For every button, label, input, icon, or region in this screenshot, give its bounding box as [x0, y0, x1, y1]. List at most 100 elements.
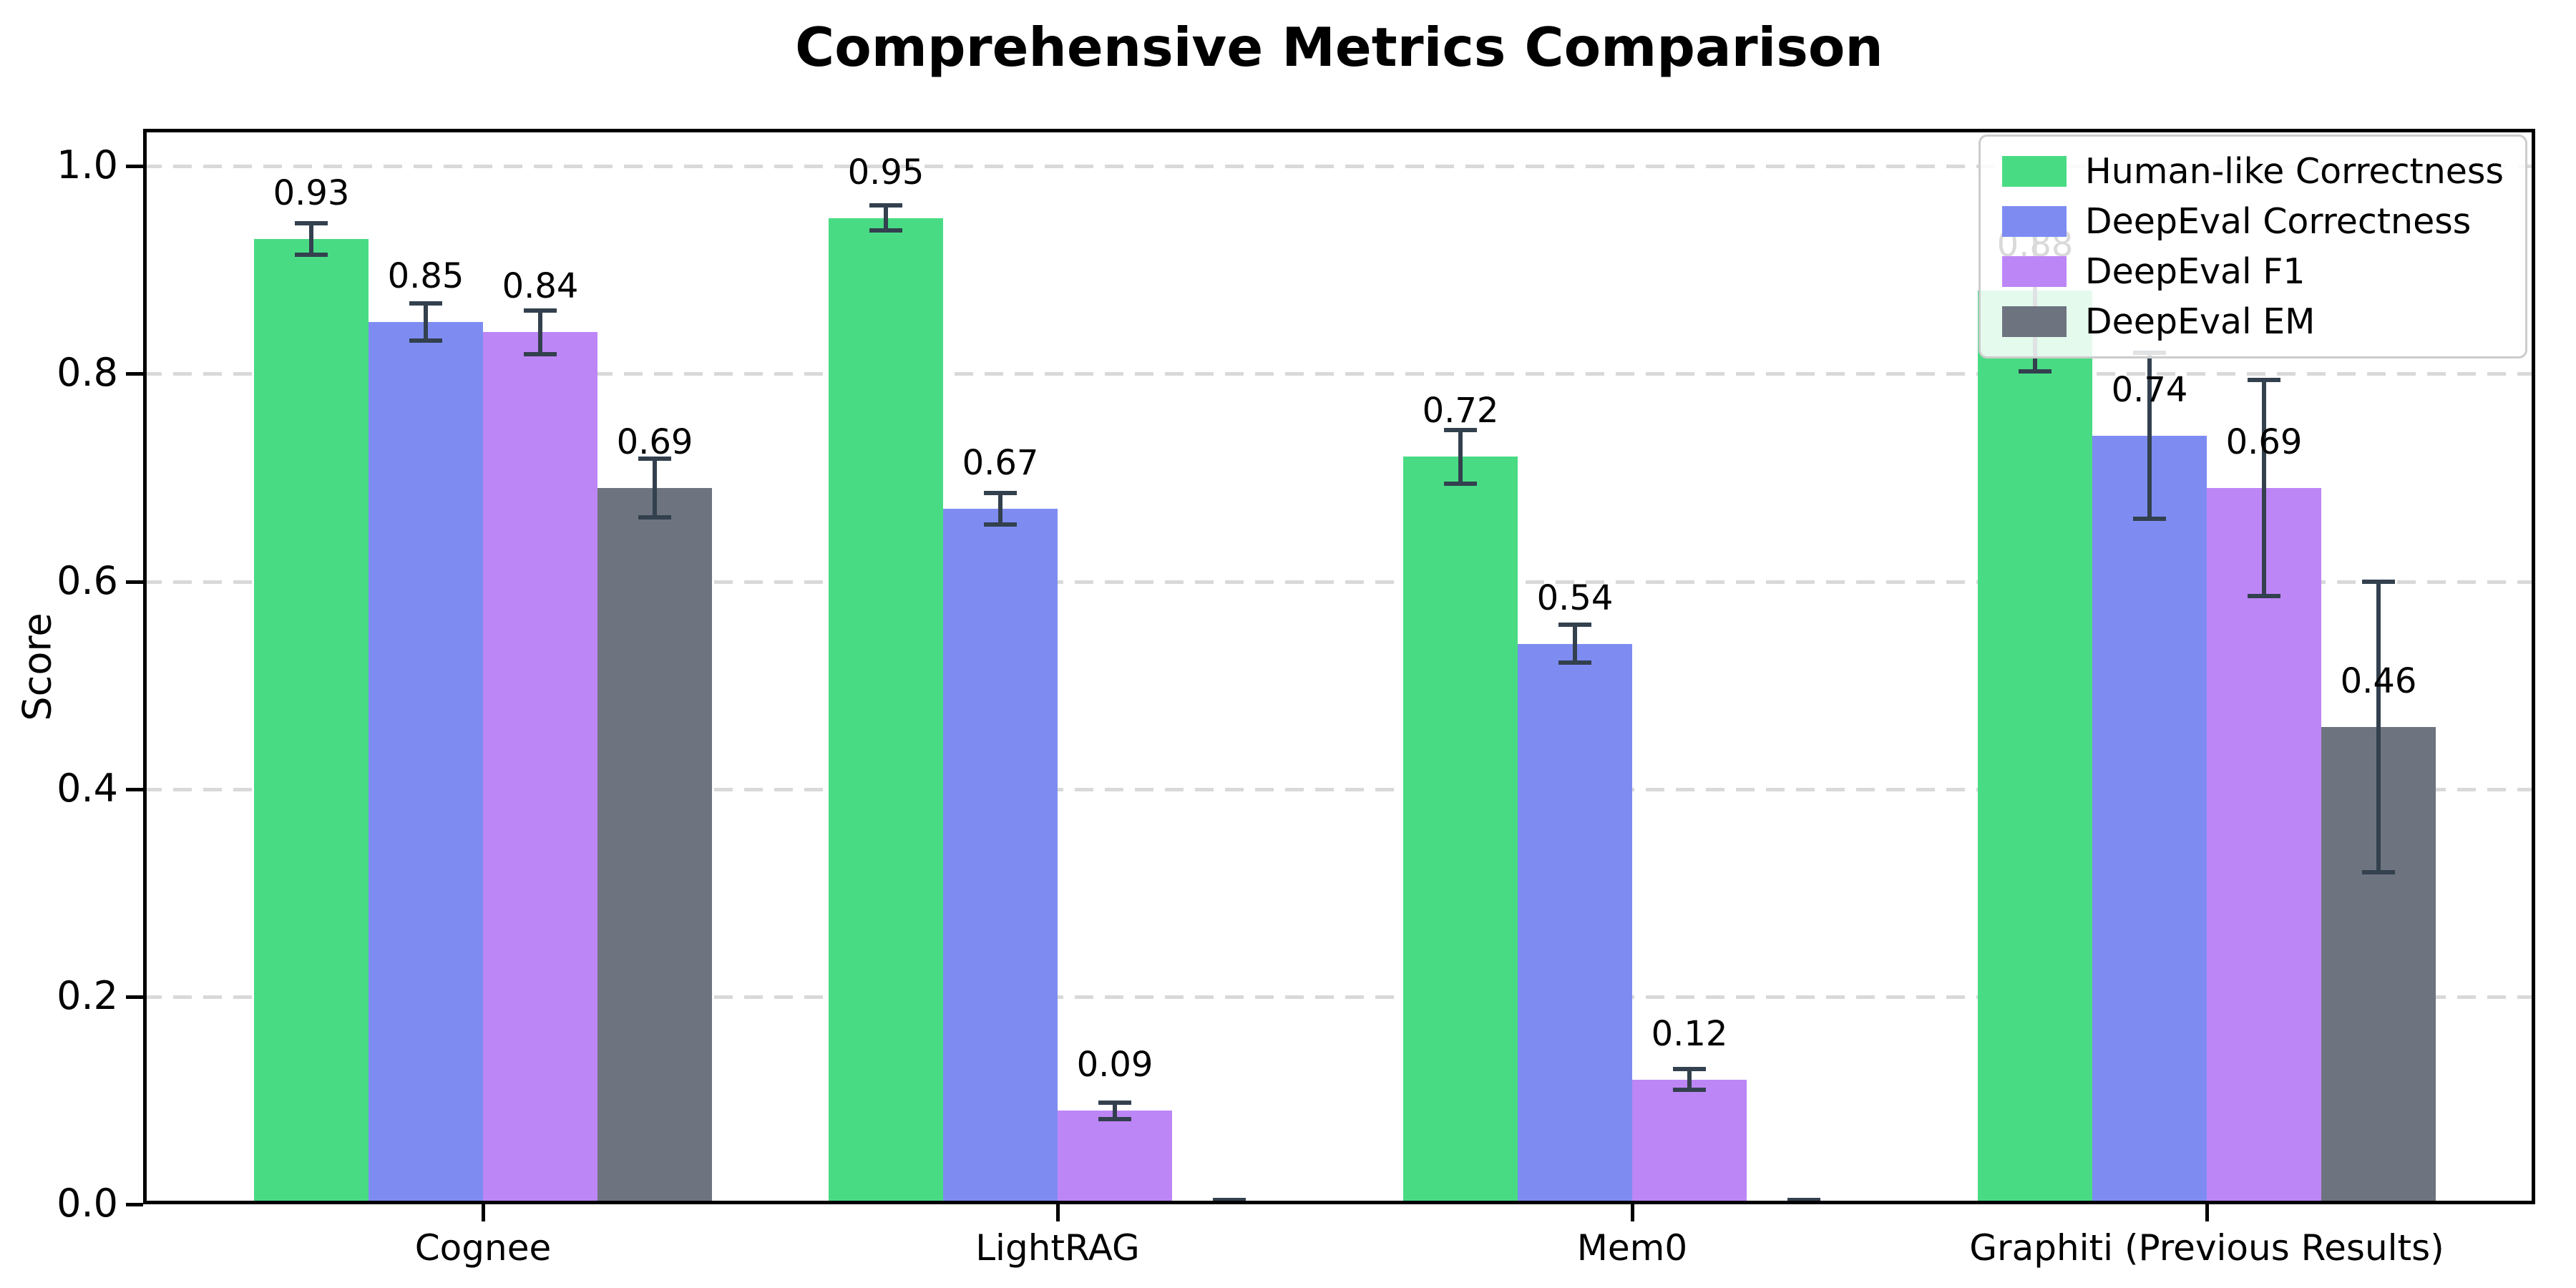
- x-tick-label: Cognee: [414, 1227, 552, 1269]
- error-bar-bottom-cap: [2133, 517, 2166, 522]
- x-tick-mark: [1056, 1204, 1060, 1221]
- error-bar-bottom-cap: [869, 228, 902, 233]
- gridline: [143, 787, 2535, 791]
- legend-swatch: [2001, 256, 2067, 287]
- error-bar-top-cap: [1558, 623, 1591, 628]
- bar-1-4: [1978, 291, 2092, 1204]
- legend-label: DeepEval EM: [2084, 301, 2316, 342]
- bar-2-2: [943, 508, 1058, 1204]
- y-tick-label: 0.0: [57, 1181, 118, 1226]
- error-bar: [1573, 625, 1577, 663]
- error-bar-bottom-cap: [524, 351, 557, 356]
- y-tick-mark: [126, 787, 143, 791]
- error-bar: [653, 459, 657, 517]
- error-bar-top-cap: [295, 221, 328, 226]
- bar-value-label: 0.84: [502, 266, 579, 307]
- gridline: [143, 165, 2535, 169]
- x-tick-label: LightRAG: [975, 1227, 1140, 1269]
- x-tick-label: Graphiti (Previous Results): [1969, 1227, 2444, 1269]
- gridline: [143, 580, 2535, 584]
- bar-1-2: [829, 218, 943, 1204]
- bar-value-label: 0.67: [962, 442, 1039, 483]
- y-tick-label: 0.4: [57, 765, 118, 811]
- bar-value-label: 0.09: [1076, 1045, 1153, 1085]
- y-tick-label: 1.0: [57, 142, 118, 188]
- error-bar-top-cap: [984, 491, 1017, 496]
- error-bar: [1458, 429, 1463, 484]
- y-tick-mark: [126, 995, 143, 999]
- bar-3-1: [483, 332, 597, 1204]
- x-tick-label: Mem0: [1576, 1227, 1688, 1269]
- legend-label: Human-like Correctness: [2084, 151, 2504, 192]
- error-bar-top-cap: [524, 308, 557, 313]
- error-bar-bottom-cap: [1098, 1117, 1131, 1122]
- error-bar-top-cap: [1213, 1198, 1246, 1203]
- error-bar-top-cap: [1098, 1100, 1131, 1105]
- bar-value-label: 0.72: [1422, 391, 1499, 431]
- error-bar-top-cap: [409, 301, 442, 306]
- error-bar: [998, 493, 1002, 525]
- legend-swatch: [2001, 306, 2067, 337]
- y-axis-label: Score: [14, 613, 60, 721]
- error-bar: [884, 205, 888, 231]
- error-bar: [1113, 1102, 1117, 1120]
- error-bar-bottom-cap: [638, 514, 671, 519]
- y-tick-mark: [126, 1203, 143, 1206]
- bar-3-4: [2207, 487, 2321, 1204]
- error-bar: [2147, 353, 2152, 519]
- legend-label: DeepEval F1: [2084, 251, 2306, 292]
- error-bar: [2262, 380, 2266, 596]
- error-bar-bottom-cap: [1558, 660, 1591, 665]
- bar-1-3: [1403, 457, 1518, 1204]
- bar-3-3: [1632, 1079, 1747, 1204]
- error-bar: [2376, 581, 2381, 872]
- error-bar-bottom-cap: [2362, 869, 2395, 874]
- legend-item: Human-like Correctness: [2001, 151, 2504, 192]
- error-bar: [538, 310, 542, 354]
- y-tick-label: 0.8: [57, 350, 118, 396]
- chart-title: Comprehensive Metrics Comparison: [795, 16, 1883, 79]
- y-tick-label: 0.6: [57, 557, 118, 603]
- y-tick-mark: [126, 165, 143, 169]
- y-tick-mark: [126, 372, 143, 376]
- bar-value-label: 0.46: [2340, 660, 2417, 701]
- bar-value-label: 0.74: [2111, 370, 2188, 411]
- bar-value-label: 0.69: [2225, 421, 2303, 462]
- x-tick-mark: [2205, 1204, 2209, 1221]
- x-tick-mark: [1631, 1204, 1634, 1221]
- error-bar-bottom-cap: [295, 252, 328, 257]
- legend-item: DeepEval F1: [2001, 251, 2504, 292]
- bar-value-label: 0.54: [1536, 577, 1614, 618]
- error-bar-bottom-cap: [1444, 482, 1477, 487]
- bar-value-label: 0.69: [616, 421, 693, 462]
- bar-3-2: [1058, 1111, 1172, 1204]
- error-bar-bottom-cap: [2248, 593, 2280, 598]
- error-bar-top-cap: [869, 203, 902, 208]
- bar-1-1: [254, 238, 369, 1204]
- error-bar-bottom-cap: [984, 522, 1017, 527]
- legend: Human-like Correctness DeepEval Correctne…: [1978, 135, 2527, 358]
- legend-label: DeepEval Correctness: [2084, 201, 2472, 242]
- gridline: [143, 995, 2535, 999]
- bar-2-1: [369, 321, 483, 1204]
- error-bar-bottom-cap: [409, 338, 442, 343]
- legend-item: DeepEval Correctness: [2001, 201, 2504, 242]
- y-tick-label: 0.2: [57, 972, 118, 1018]
- bar-2-4: [2092, 436, 2207, 1204]
- error-bar: [309, 223, 313, 255]
- bar-value-label: 0.95: [847, 152, 924, 192]
- error-bar-top-cap: [2362, 579, 2395, 584]
- error-bar-bottom-cap: [2019, 369, 2051, 374]
- bar-value-label: 0.85: [387, 255, 464, 296]
- error-bar-top-cap: [1444, 427, 1477, 432]
- error-bar-top-cap: [638, 457, 671, 462]
- bar-value-label: 0.12: [1651, 1013, 1728, 1054]
- bar-value-label: 0.93: [273, 172, 350, 213]
- bar-4-1: [597, 487, 712, 1204]
- legend-swatch: [2001, 206, 2067, 237]
- y-tick-mark: [126, 580, 143, 584]
- legend-swatch: [2001, 156, 2067, 187]
- error-bar-top-cap: [2248, 378, 2280, 383]
- x-tick-mark: [482, 1204, 485, 1221]
- legend-item: DeepEval EM: [2001, 301, 2504, 342]
